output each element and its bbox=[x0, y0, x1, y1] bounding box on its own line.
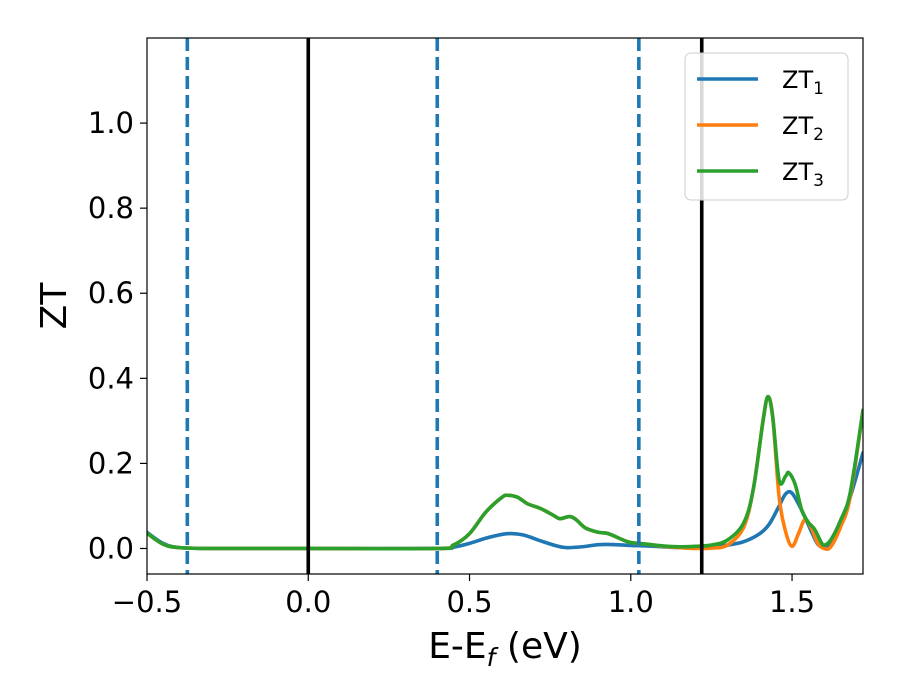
y-axis-ticks: 0.0 0.2 0.4 0.6 0.8 1.0 bbox=[88, 106, 147, 565]
series-layer bbox=[147, 394, 863, 551]
y-tick-label: 0.6 bbox=[88, 276, 134, 310]
legend-frame bbox=[684, 52, 849, 201]
y-tick-label: 0.0 bbox=[88, 531, 134, 565]
legend-label-zt2: ZT2 bbox=[782, 112, 824, 145]
legend-label-zt1: ZT1 bbox=[782, 66, 824, 99]
y-axis-label: ZT bbox=[34, 282, 75, 330]
y-tick-label: 0.8 bbox=[88, 191, 134, 225]
x-tick-label: −0.5 bbox=[112, 585, 182, 619]
x-axis-ticks: −0.5 0.0 0.5 1.0 1.5 bbox=[112, 574, 815, 619]
reference-lines-layer bbox=[185, 38, 704, 574]
x-tick-label: 0.0 bbox=[285, 585, 331, 619]
y-tick-label: 0.2 bbox=[88, 446, 134, 480]
legend: ZT1 ZT2 ZT3 bbox=[684, 52, 849, 201]
legend-label-zt3: ZT3 bbox=[782, 158, 824, 191]
series-line-zt3 bbox=[147, 394, 863, 551]
x-axis-label: E-Ef (eV) bbox=[428, 626, 582, 672]
plot-frame bbox=[146, 37, 864, 575]
y-tick-label: 1.0 bbox=[88, 106, 134, 140]
x-tick-label: 1.5 bbox=[769, 585, 815, 619]
x-tick-label: 1.0 bbox=[608, 585, 654, 619]
y-tick-label: 0.4 bbox=[88, 361, 134, 395]
x-tick-label: 0.5 bbox=[446, 585, 492, 619]
